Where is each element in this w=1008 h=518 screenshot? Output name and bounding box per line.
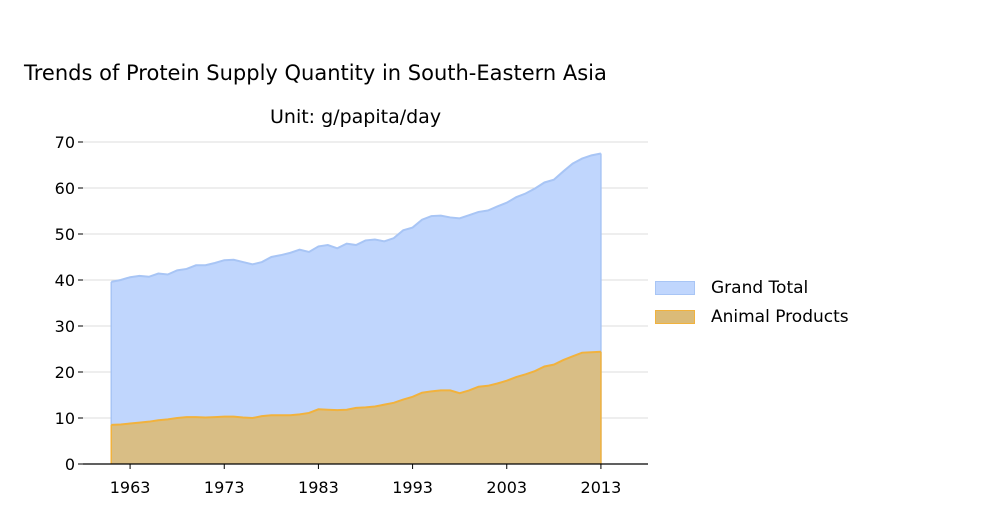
x-tick-label: 1993: [392, 478, 433, 497]
y-tick-label: 0: [65, 455, 75, 474]
legend-label-grand-total: Grand Total: [711, 277, 809, 298]
chart-subtitle: Unit: g/papita/day: [270, 106, 442, 128]
y-tick-label: 30: [55, 317, 75, 336]
legend-swatch-grand-total: [655, 280, 695, 295]
legend-item-animal-products: Animal Products: [655, 302, 849, 331]
area-series-layer: [110, 152, 602, 464]
x-tick-label: 1963: [110, 478, 151, 497]
x-tick-label: 1983: [298, 478, 339, 497]
y-tick-label: 70: [55, 133, 75, 152]
y-tick-label: 40: [55, 271, 75, 290]
x-tick-label: 1973: [204, 478, 245, 497]
legend: Grand Total Animal Products: [655, 273, 849, 331]
x-tick-label: 2013: [581, 478, 622, 497]
y-tick-label: 20: [55, 363, 75, 382]
legend-item-grand-total: Grand Total: [655, 273, 849, 302]
axes: 0 10 20 30 40 50 60 70 1963 1973 1983 1993 2003 2013: [55, 133, 648, 497]
area-line-grand-total: [111, 152, 602, 283]
area-line-animal-products: [111, 350, 601, 426]
y-tick-label: 60: [55, 179, 75, 198]
x-tick-label: 2003: [486, 478, 527, 497]
legend-swatch-animal-products: [655, 309, 695, 324]
y-tick-label: 50: [55, 225, 75, 244]
chart-title: Trends of Protein Supply Quantity in Sou…: [24, 61, 607, 85]
y-tick-label: 10: [55, 409, 75, 428]
legend-label-animal-products: Animal Products: [711, 306, 849, 327]
